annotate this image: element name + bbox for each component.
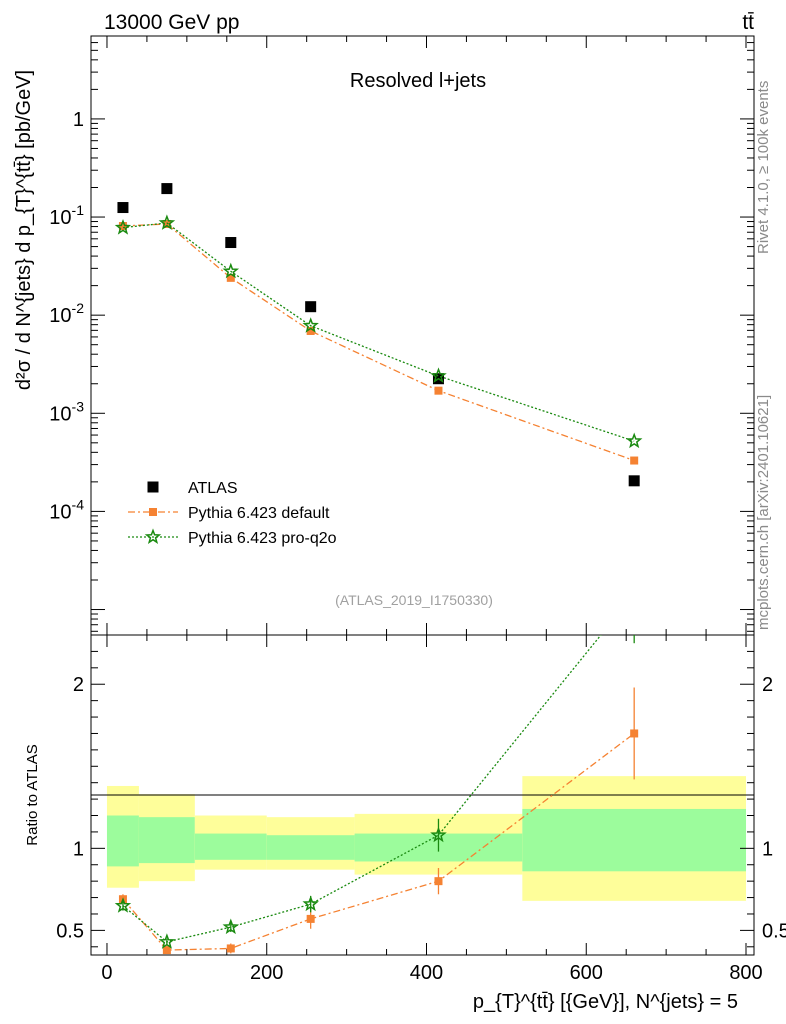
x-tick-label: 800 [729, 962, 762, 984]
pythia-6-423-default-ratio-point [306, 914, 315, 923]
legend-label-pythia-6-423-pro-q2o: Pythia 6.423 pro-q2o [188, 530, 337, 547]
pythia-6-423-default-point [306, 326, 315, 335]
y-tick-label: 10-1 [49, 202, 84, 229]
pythia-6-423-default-point [434, 386, 443, 395]
atlas-point [117, 202, 129, 214]
plot-title: Resolved l+jets [350, 70, 486, 92]
pythia-6-423-pro-q2o-point [625, 432, 643, 449]
band-inner [106, 815, 139, 867]
pythia-6-423-pro-q2o-ratio-point [628, 588, 640, 600]
watermark: (ATLAS_2019_I1750330) [335, 592, 493, 608]
y-tick-label-bottom-left: 2 [73, 674, 84, 696]
x-axis-label: p_{T}^{tt̄} [{GeV}], N^{jets} = 5 [473, 991, 738, 1013]
y-tick-label: 1 [73, 109, 84, 131]
legend-marker-pythia-6-423-default [149, 508, 157, 516]
rivet-label: Rivet 4.1.0, ≥ 100k events [755, 81, 772, 254]
pythia-6-423-pro-q2o-ratio-point [302, 895, 319, 912]
pythia-6-423-pro-q2o-point [114, 219, 132, 235]
pythia-6-423-pro-q2o-ratio-point [222, 918, 240, 935]
y-axis-label-bottom: Ratio to ATLAS [24, 744, 41, 845]
x-tick-label: 600 [570, 962, 603, 984]
legend: ATLAS Pythia 6.423 default Pythia 6.423 pr… [128, 480, 337, 547]
legend-label-pythia-6-423-default: Pythia 6.423 default [188, 505, 330, 522]
pythia-6-423-pro-q2o-line [122, 222, 635, 442]
atlas-point [161, 183, 173, 195]
y-tick-label: 10-4 [49, 496, 84, 523]
pythia-6-423-pro-q2o-point [222, 262, 240, 279]
pythia-6-423-pro-q2o-point [430, 367, 447, 383]
mcplots-label: mcplots.cern.ch [arXiv:2401.10621] [755, 395, 772, 630]
y-tick-label: 10-2 [49, 300, 84, 327]
pythia-6-423-pro-q2o-point [302, 317, 319, 333]
pythia-6-423-default-line [122, 223, 635, 462]
y-tick-label-bottom-left: 1 [73, 838, 84, 860]
y-tick-label: 10-3 [49, 398, 84, 425]
pythia-6-423-default-point [226, 273, 235, 282]
y-tick-label-bottom-right: 1 [762, 838, 773, 860]
pythia-6-423-default-ratio-point [226, 944, 235, 953]
y-tick-label-bottom-right: 2 [762, 674, 773, 696]
legend-label-atlas: ATLAS [188, 480, 238, 497]
band-inner [194, 833, 267, 860]
legend-marker-atlas [147, 481, 159, 493]
bottom-panel-data [114, 588, 640, 955]
band-inner [138, 817, 195, 864]
pythia-6-423-default-ratio-point [434, 877, 443, 886]
energy-label: 13000 GeV pp [104, 11, 239, 34]
process-label: tt̄ [742, 11, 754, 34]
pythia-6-423-pro-q2o-ratio-line [122, 635, 602, 943]
pythia-6-423-default-ratio-point [630, 729, 639, 738]
pythia-6-423-default-point [630, 456, 639, 465]
y-tick-label-bottom-left: 0.5 [56, 920, 84, 942]
pythia-6-423-default-point [118, 222, 127, 231]
atlas-point [305, 301, 317, 313]
atlas-point [225, 237, 237, 249]
pythia-6-423-pro-q2o-ratio-point [114, 897, 132, 913]
y-axis-label-top: d²σ / d N^{jets} d p_{T}^{tt̄} [pb/GeV] [13, 70, 35, 390]
pythia-6-423-pro-q2o-point [158, 214, 176, 230]
y-tick-label-bottom-right: 0.5 [762, 920, 786, 942]
band-inner [266, 835, 355, 860]
x-tick-label: 0 [101, 962, 112, 984]
axis-ticks [91, 35, 754, 955]
top-panel-data [114, 183, 643, 487]
pythia-6-423-pro-q2o-ratio-point [158, 933, 176, 949]
pythia-6-423-default-point [162, 219, 171, 228]
atlas-point [628, 475, 640, 487]
uncertainty-bands [106, 776, 747, 901]
pythia-6-423-default-ratio-point [162, 946, 171, 955]
x-tick-label: 400 [410, 962, 443, 984]
legend-marker-pythia-6-423-pro-q2o [144, 528, 162, 545]
band-inner [522, 808, 747, 872]
pythia-6-423-pro-q2o-ratio-point [430, 826, 447, 843]
x-tick-label: 200 [250, 962, 283, 984]
pythia-6-423-default-ratio-line [122, 732, 635, 951]
axis-tick-labels: 0 200 400 600 800 10-4 10-3 10-2 10-1 1 0.5 0.5 1 1 2 2 [49, 109, 786, 984]
